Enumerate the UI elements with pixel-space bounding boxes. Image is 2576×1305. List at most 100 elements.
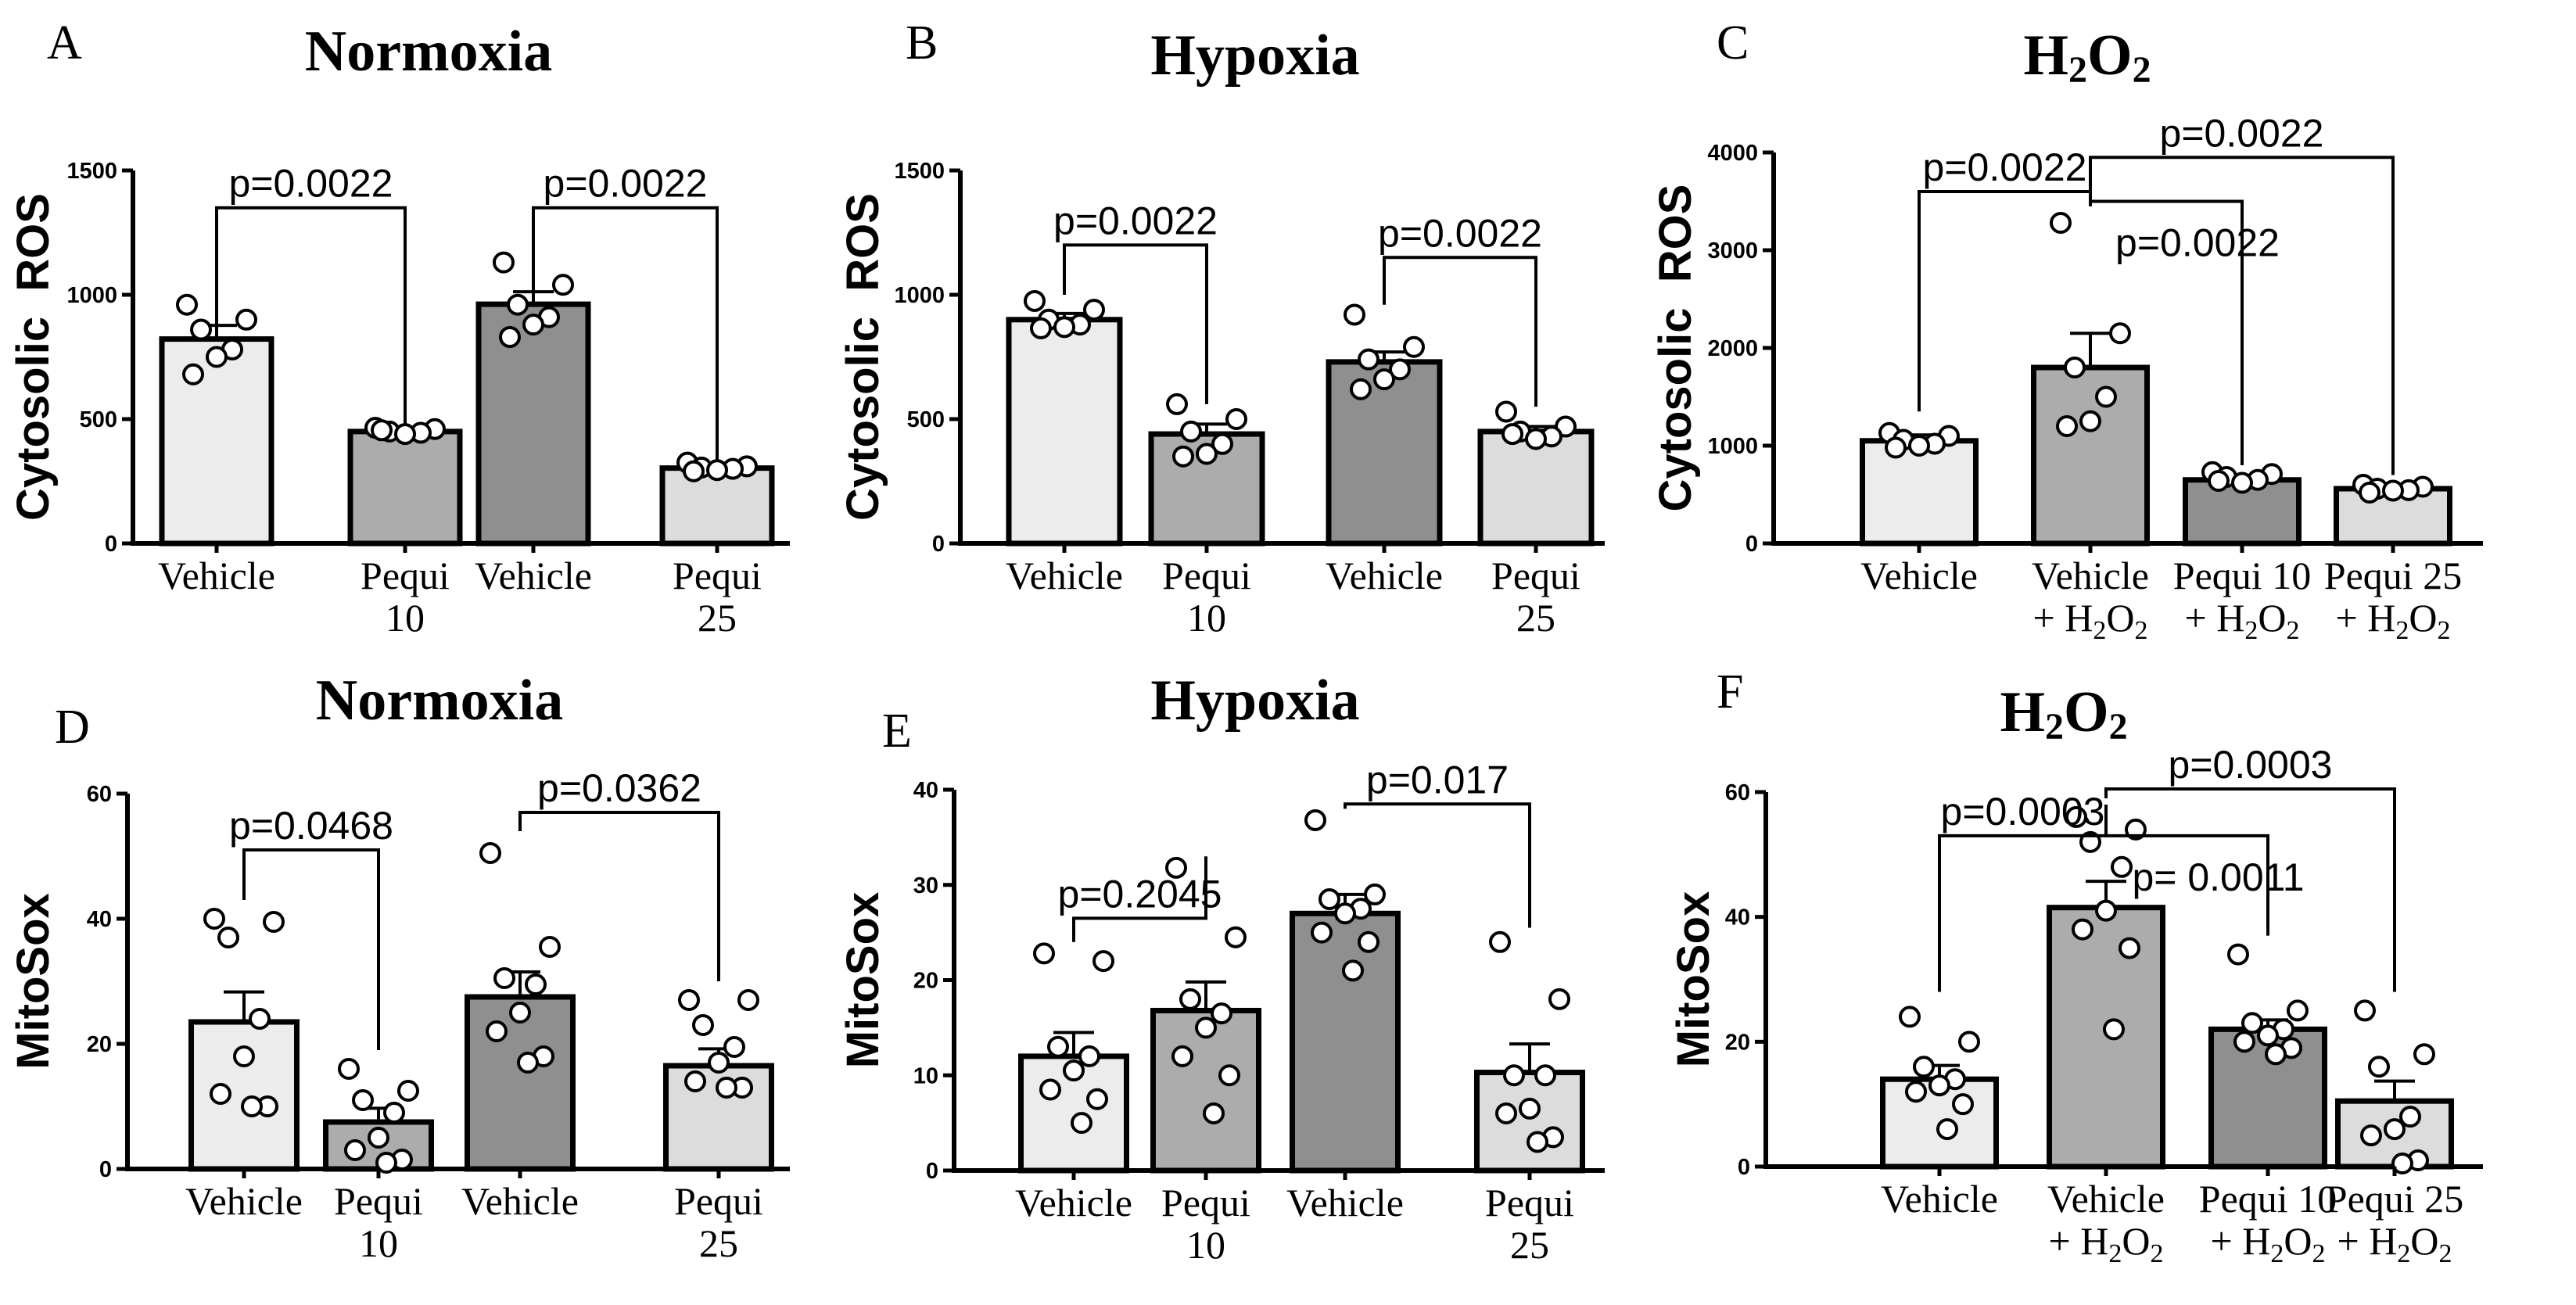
data-point [182,363,204,385]
data-point [397,1080,419,1102]
data-point [539,936,561,958]
x-tick-label: Vehicle [1326,554,1443,597]
data-point [1885,436,1907,459]
data-point [1534,1064,1556,1087]
data-point [1389,358,1411,381]
x-tick-label-line2: + H2O2 [2033,596,2148,645]
data-point [2065,805,2087,828]
y-axis-label: MitoSox [8,893,59,1070]
data-point [1078,1045,1100,1067]
panel-letter: F [1717,665,1743,719]
x-tick-label: Vehicle [1006,554,1123,597]
chart-title: Hypoxia [1150,669,1359,733]
data-point [235,308,257,331]
data-point [1030,317,1052,339]
data-point [2079,410,2101,432]
data-point [684,1070,706,1092]
data-point [338,1058,360,1080]
y-tick-label: 40 [1725,905,1750,930]
data-point [1495,400,1517,423]
data-point [383,1102,405,1124]
error-bar [2374,1079,2415,1102]
data-point [723,1036,745,1058]
significance-bracket [2104,804,2269,936]
data-point [1053,316,1075,339]
data-point [368,1127,389,1149]
data-point [1047,1035,1069,1058]
data-point [1899,1006,1921,1028]
p-value-label: p=0.0362 [537,766,701,810]
data-point [1179,988,1201,1010]
data-point [1334,902,1356,925]
y-tick-label: 500 [907,407,945,432]
bar [1860,438,1979,547]
y-tick-label: 20 [913,969,938,994]
data-point [1086,1088,1108,1110]
data-point [2413,1043,2435,1066]
bar [2031,364,2150,547]
data-point [706,459,728,482]
data-point [479,842,501,864]
panel-letter: D [55,701,90,754]
data-point [1195,1016,1217,1039]
y-tick-label: 0 [926,1159,938,1184]
data-point [1171,1045,1193,1067]
data-point [1936,1118,1958,1141]
data-point [1311,921,1333,944]
data-point [241,1095,263,1117]
p-value-label: p=0.0022 [1378,211,1542,255]
panel-letter: C [1717,16,1749,70]
data-point [206,346,228,368]
data-point [371,419,393,442]
p-value-label: p= 0.0011 [2132,855,2304,899]
x-tick-label: Vehicle [2032,554,2149,597]
x-tick-label-line2: + H2O2 [2185,596,2300,645]
x-tick-label: Vehicle [2047,1177,2165,1221]
bar [1326,359,1443,547]
x-tick-label: Pequi 10 [2199,1177,2337,1221]
x-tick-label-line2: 25 [1516,596,1555,640]
data-point [1180,420,1202,443]
data-point [2391,1153,2413,1175]
data-point [2109,322,2131,345]
data-point [499,326,521,349]
data-point [263,911,285,933]
data-point [2095,899,2117,922]
data-point [1318,888,1340,911]
y-axis-label: Cytosolic ROS [838,193,888,521]
data-point [2233,1031,2255,1053]
bar [347,428,463,547]
data-point [203,908,225,930]
x-tick-label-line2: 25 [698,596,737,640]
data-point [1211,432,1233,455]
data-point [1344,303,1365,326]
x-tick-label: Pequi [1491,554,1580,597]
panel-letter: B [906,16,938,70]
y-tick-label: 1000 [1707,434,1758,459]
y-axis-label: Cytosolic ROS [1650,185,1701,512]
p-value-label: p=0.0022 [1053,199,1218,242]
data-point [1952,1093,1974,1116]
data-point [2064,357,2086,378]
significance-bracket [1383,256,1537,407]
y-tick-label: 20 [87,1032,112,1057]
chart-title: H2O2 [2023,23,2151,91]
data-point [683,460,705,482]
data-point [217,927,239,948]
data-point [1913,1056,1935,1078]
significance-bracket [2089,199,2244,465]
bar [1474,1070,1585,1174]
data-point [1218,1064,1240,1087]
data-point [1225,926,1247,948]
x-tick-label-line2: + H2O2 [2337,1219,2452,1268]
y-tick-label: 0 [932,532,945,557]
chart-panel-c: C H2O2 Cytosolic ROS 0 1000 2000 3000 4000 Vehic… [1650,16,2483,645]
chart-title: Normoxia [316,669,564,733]
x-tick-label: Vehicle [185,1179,303,1223]
data-point [1166,393,1188,415]
data-point [2384,1118,2406,1141]
data-point [2227,943,2249,966]
data-point [1203,1102,1225,1124]
p-value-label: p=0.017 [1366,758,1509,801]
